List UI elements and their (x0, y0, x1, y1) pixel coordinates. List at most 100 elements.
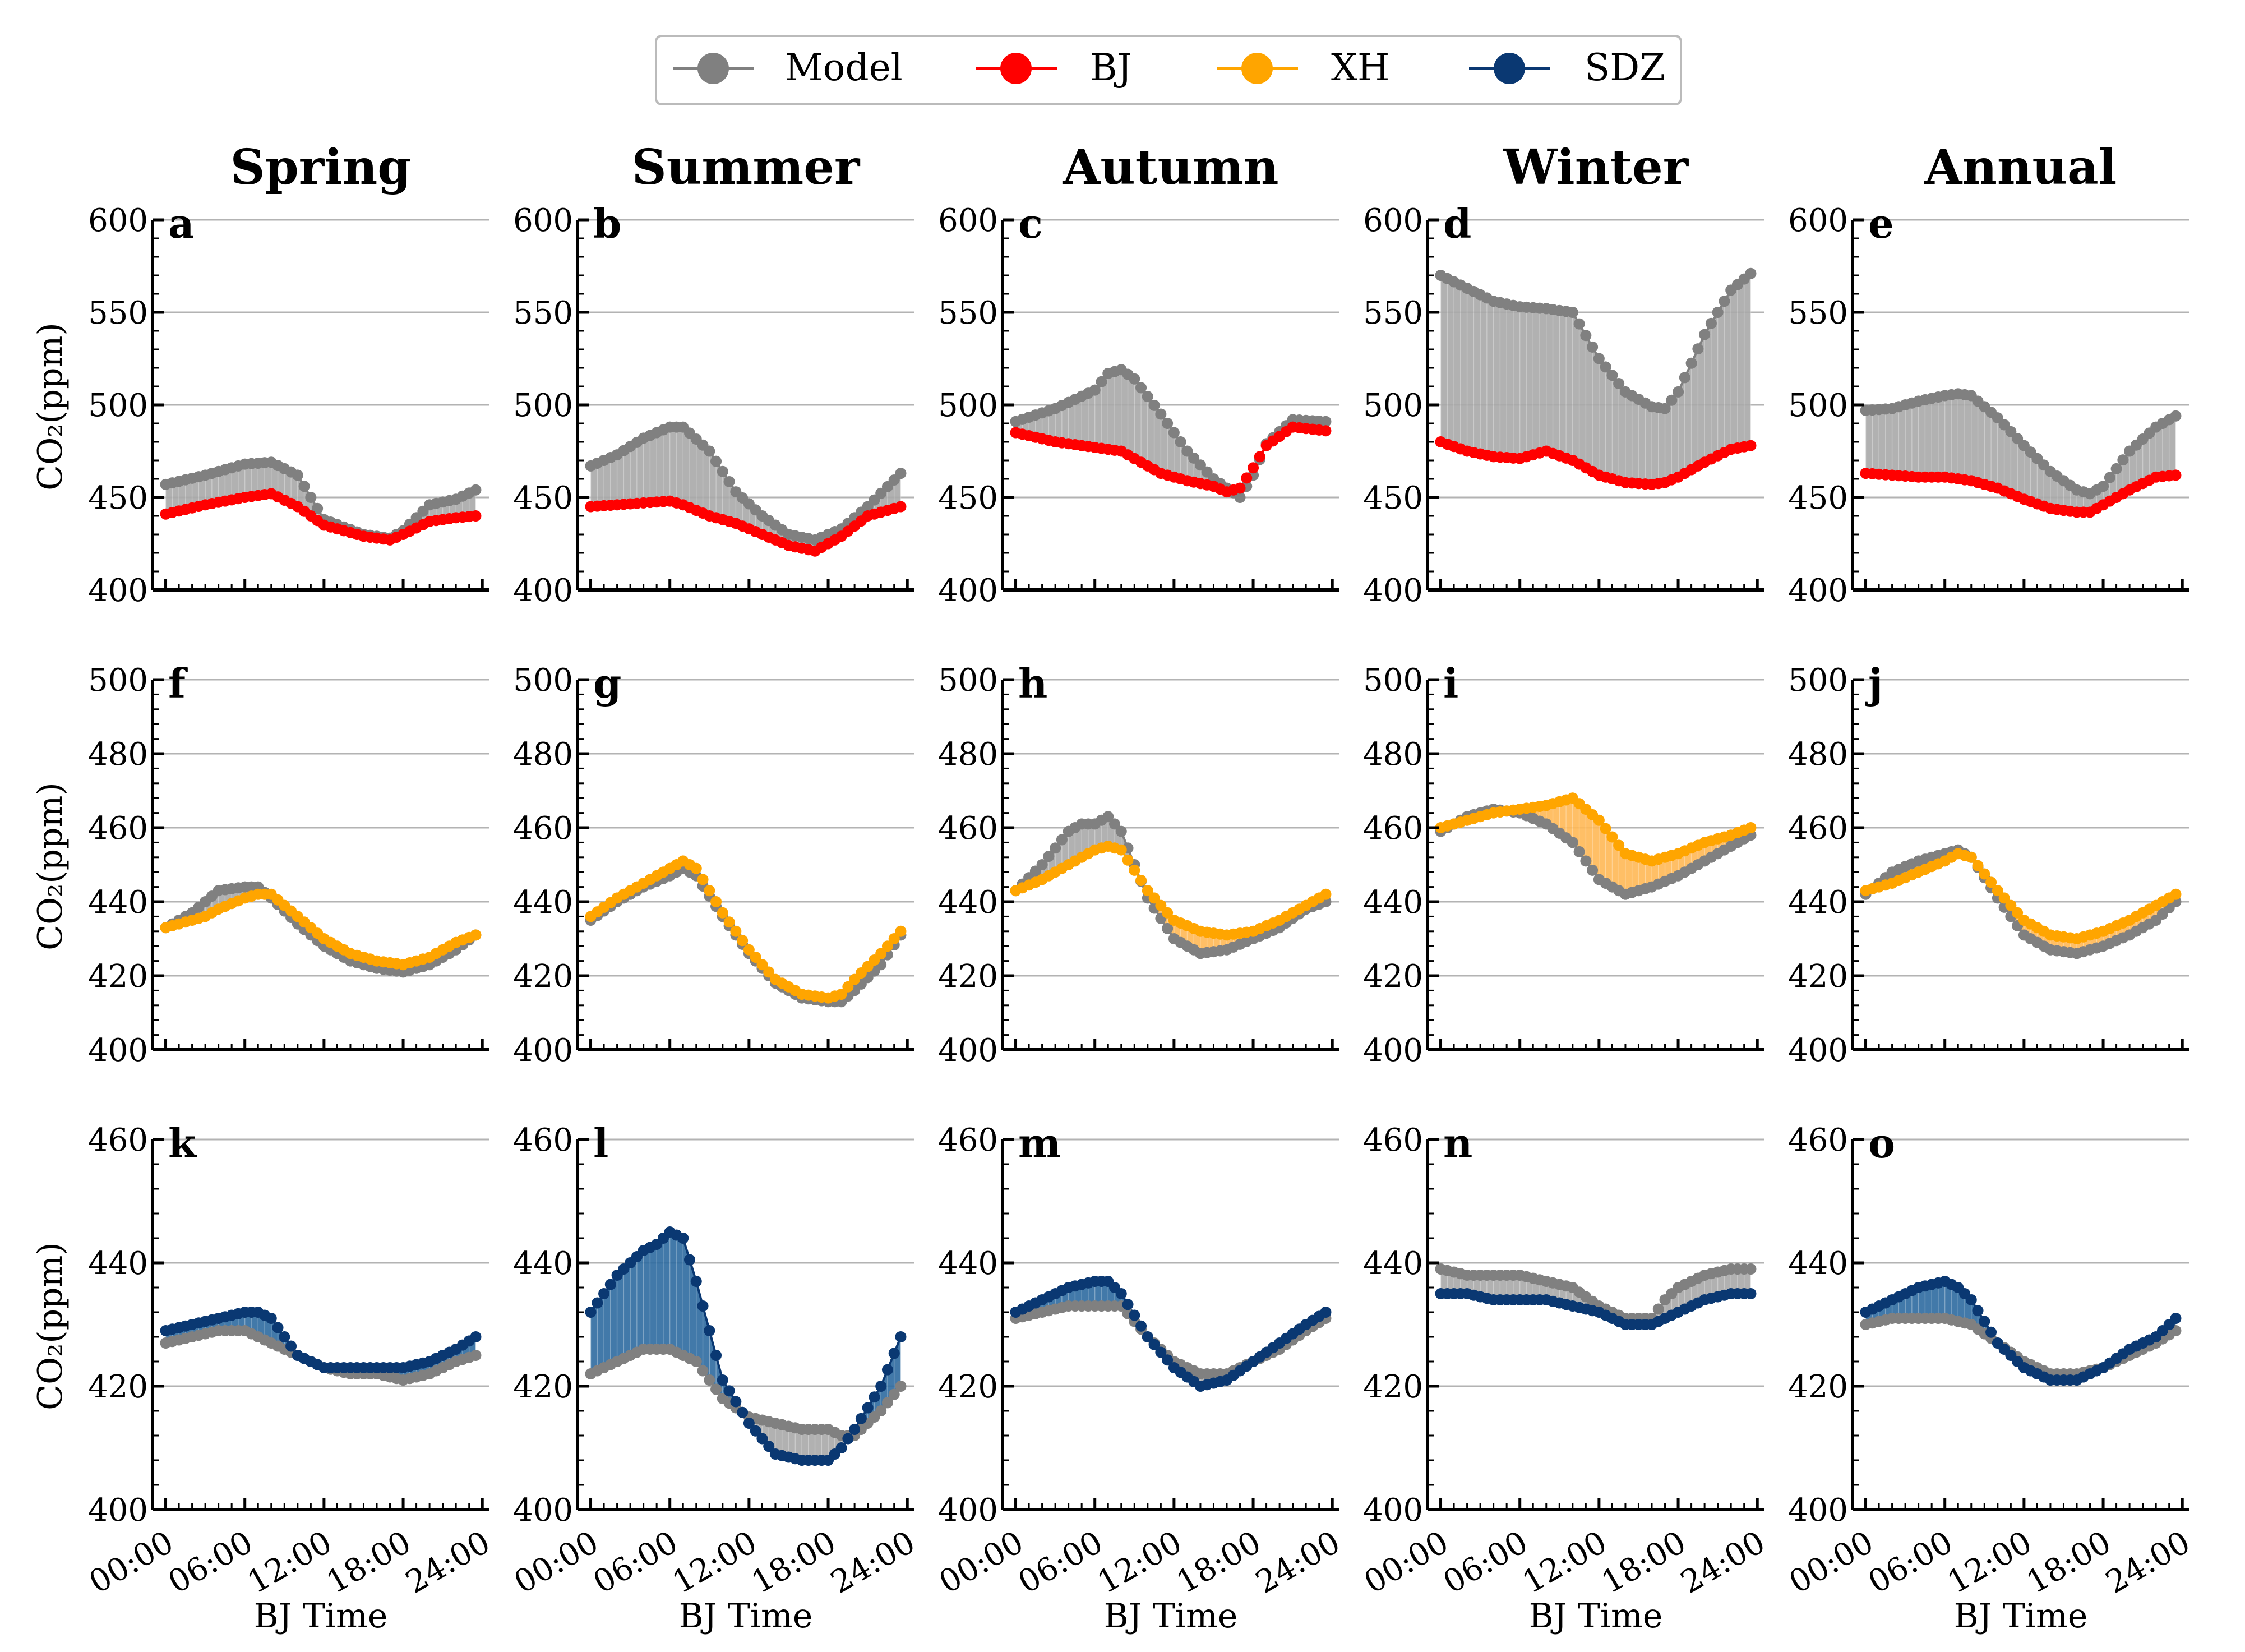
obs-point-sdz (737, 1406, 749, 1418)
legend-marker-sdz (1494, 53, 1525, 84)
y-tick-label: 480 (513, 736, 573, 773)
x-tick-label: 06:00 (1437, 1524, 1533, 1601)
y-tick-label: 500 (1788, 662, 1848, 699)
obs-point-sdz (279, 1331, 290, 1342)
y-tick-label: 420 (938, 958, 998, 995)
difference-fill (1586, 809, 1593, 870)
difference-fill (1592, 814, 1599, 880)
difference-fill (610, 1275, 617, 1365)
model-point (1194, 459, 1206, 471)
y-tick-label: 440 (1363, 1245, 1423, 1282)
y-tick-label: 480 (938, 736, 998, 773)
difference-fill (1625, 853, 1632, 894)
difference-fill (1128, 374, 1135, 459)
panel-letter-b: b (593, 200, 621, 247)
difference-fill (172, 481, 179, 513)
y-tick-label: 460 (1788, 810, 1848, 847)
x-tick-label: 00:00 (933, 1524, 1029, 1601)
difference-fill (1898, 405, 1906, 477)
x-tick-label: 18:00 (1171, 1524, 1267, 1601)
model-point (1705, 317, 1717, 329)
model-point (1580, 855, 1592, 867)
x-axis-label-annual: BJ Time (1954, 1596, 2088, 1636)
x-tick-label: 00:00 (508, 1524, 604, 1601)
difference-fill (244, 463, 252, 497)
obs-point-xh (763, 966, 775, 978)
obs-point-xh (704, 885, 715, 897)
y-tick-label: 460 (513, 810, 573, 847)
legend-entry-model: Model (673, 46, 903, 89)
difference-fill (1605, 828, 1613, 887)
difference-fill (663, 427, 670, 502)
difference-fill (251, 463, 258, 497)
difference-fill (1460, 285, 1467, 451)
x-tick-label: 06:00 (587, 1524, 683, 1601)
difference-fill (1978, 401, 1985, 484)
x-tick-label: 06:00 (162, 1524, 258, 1601)
difference-fill (1513, 305, 1520, 459)
obs-point-sdz (1142, 1331, 1153, 1342)
difference-fill (709, 1331, 717, 1390)
obs-point-xh (1155, 899, 1167, 911)
difference-fill (1101, 1281, 1108, 1306)
obs-point-sdz (881, 1364, 893, 1376)
difference-fill (604, 1284, 611, 1368)
obs-point-sdz (710, 1350, 722, 1361)
model-point (723, 476, 735, 487)
obs-point-sdz (598, 1288, 610, 1299)
model-point (2005, 426, 2017, 437)
x-tick-label: 06:00 (1862, 1524, 1958, 1601)
model-point (2104, 472, 2115, 483)
difference-fill (610, 455, 617, 506)
model-point (2098, 481, 2109, 492)
difference-fill (1082, 393, 1088, 447)
difference-fill (1704, 323, 1711, 463)
x-tick-label: 12:00 (667, 1524, 763, 1601)
difference-fill (1678, 377, 1685, 477)
difference-fill (2004, 424, 2011, 494)
difference-fill (815, 1429, 822, 1460)
model-point (1142, 391, 1153, 403)
y-tick-label: 550 (938, 295, 998, 331)
difference-fill (663, 1232, 670, 1349)
y-tick-label: 600 (88, 202, 148, 239)
model-point (1659, 403, 1671, 414)
y-tick-label: 600 (513, 202, 573, 239)
obs-point-sdz (1745, 1288, 1757, 1299)
y-tick-label: 460 (88, 1122, 148, 1159)
difference-fill (1711, 312, 1718, 459)
difference-fill (1645, 859, 1652, 889)
panel-letter-o: o (1868, 1119, 1895, 1167)
y-tick-label: 440 (1788, 884, 1848, 921)
y-tick-label: 450 (938, 480, 998, 516)
x-tick-label: 12:00 (1092, 1524, 1188, 1601)
y-tick-label: 400 (1788, 1492, 1848, 1529)
difference-fill (676, 1235, 683, 1355)
difference-fill (1885, 408, 1892, 476)
model-point (1580, 330, 1592, 342)
obs-point-sdz (272, 1322, 284, 1333)
x-axis-label-summer: BJ Time (679, 1596, 813, 1636)
x-tick-label: 18:00 (746, 1524, 842, 1601)
obs-point-sdz (730, 1396, 742, 1408)
difference-fill (2142, 433, 2150, 484)
y-tick-label: 500 (1788, 387, 1848, 424)
x-tick-label: 12:00 (242, 1524, 338, 1601)
panel-letter-c: c (1018, 200, 1043, 247)
model-point (1188, 452, 1200, 464)
difference-fill (225, 468, 232, 501)
model-point (895, 468, 907, 479)
obs-point-xh (730, 925, 742, 937)
legend-marker-model (697, 53, 729, 84)
difference-fill (1094, 1281, 1102, 1306)
y-tick-label: 500 (938, 387, 998, 424)
difference-fill (2136, 439, 2143, 487)
obs-point-xh (1135, 875, 1147, 887)
model-point (1613, 378, 1625, 390)
model-point (1109, 818, 1120, 830)
y-tick-label: 420 (1363, 958, 1423, 995)
difference-fill (1121, 370, 1128, 455)
legend-marker-bj (1000, 53, 1032, 84)
obs-point-xh (2170, 888, 2182, 900)
difference-fill (1932, 1282, 1938, 1318)
